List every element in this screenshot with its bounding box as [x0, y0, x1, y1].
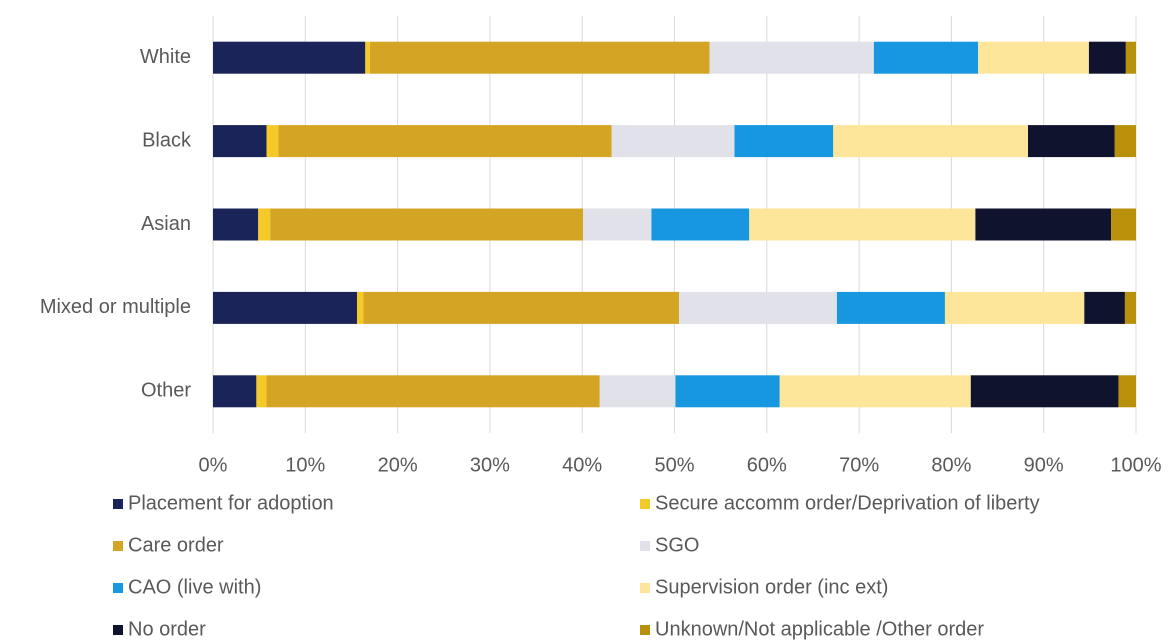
- x-tick-label: 90%: [1024, 454, 1064, 476]
- bar-segment: [270, 208, 584, 241]
- bar-segment: [749, 208, 976, 241]
- legend-label: Supervision order (inc ext): [655, 576, 888, 598]
- x-tick-label: 40%: [562, 454, 602, 476]
- bar-segment: [278, 125, 612, 158]
- bar-segment: [1124, 291, 1136, 324]
- bar-segment: [651, 208, 750, 241]
- bar-segment: [709, 41, 874, 74]
- bar-segment: [256, 375, 267, 408]
- x-tick-label: 70%: [839, 454, 879, 476]
- bar-segment: [873, 41, 979, 74]
- x-tick-label: 0%: [199, 454, 228, 476]
- bar-segment: [1084, 291, 1125, 324]
- legend-swatch: [640, 583, 650, 593]
- legend-swatch: [113, 541, 123, 551]
- x-tick-label: 10%: [285, 454, 325, 476]
- x-tick-label: 30%: [470, 454, 510, 476]
- bar-segment: [213, 291, 357, 324]
- bar-segment: [213, 375, 257, 408]
- bar-segment: [365, 41, 370, 74]
- bar-segment: [975, 208, 1112, 241]
- bar-segment: [356, 291, 364, 324]
- bar-segment: [213, 208, 259, 241]
- legend-label: CAO (live with): [128, 576, 261, 598]
- legend-label: SGO: [655, 534, 699, 556]
- legend-swatch: [640, 541, 650, 551]
- bar-segment: [1118, 375, 1136, 408]
- x-tick-label: 60%: [747, 454, 787, 476]
- bar-segment: [369, 41, 710, 74]
- legend-label: No order: [128, 618, 206, 640]
- legend-label: Secure accomm order/Deprivation of liber…: [655, 492, 1040, 514]
- bar-segment: [213, 41, 366, 74]
- bar-segment: [1125, 41, 1136, 74]
- x-tick-label: 80%: [931, 454, 971, 476]
- legend-label: Placement for adoption: [128, 492, 334, 514]
- legend-swatch: [640, 625, 650, 635]
- x-tick-label: 100%: [1110, 454, 1161, 476]
- bar-segment: [266, 125, 279, 158]
- bar-segment: [679, 291, 837, 324]
- bar-segment: [599, 375, 676, 408]
- legend-label: Unknown/Not applicable /Other order: [655, 618, 984, 640]
- legend-swatch: [113, 499, 123, 509]
- bar-segment: [978, 41, 1089, 74]
- legend-label: Care order: [128, 534, 224, 556]
- bar-segment: [583, 208, 652, 241]
- bar-segment: [1088, 41, 1126, 74]
- y-tick-label: Black: [142, 129, 192, 151]
- x-tick-label: 50%: [654, 454, 694, 476]
- bar-segment: [266, 375, 600, 408]
- bar-segment: [1111, 208, 1136, 241]
- bar-segment: [675, 375, 780, 408]
- bar-segment: [836, 291, 945, 324]
- bar-segment: [611, 125, 735, 158]
- legend-swatch: [113, 625, 123, 635]
- bar-segment: [363, 291, 680, 324]
- legend-swatch: [640, 499, 650, 509]
- y-tick-label: White: [140, 46, 191, 68]
- y-tick-label: Other: [141, 380, 191, 402]
- x-tick-label: 20%: [378, 454, 418, 476]
- y-tick-label: Mixed or multiple: [40, 296, 191, 318]
- legend-swatch: [113, 583, 123, 593]
- bar-segment: [1114, 125, 1136, 158]
- bar-segment: [970, 375, 1119, 408]
- bar-segment: [213, 125, 267, 158]
- bar-segment: [734, 125, 834, 158]
- bar-segment: [833, 125, 1029, 158]
- bar-segment: [779, 375, 971, 408]
- bar-segment: [1028, 125, 1115, 158]
- bar-segment: [258, 208, 271, 241]
- bar-segment: [944, 291, 1085, 324]
- y-tick-label: Asian: [141, 213, 191, 235]
